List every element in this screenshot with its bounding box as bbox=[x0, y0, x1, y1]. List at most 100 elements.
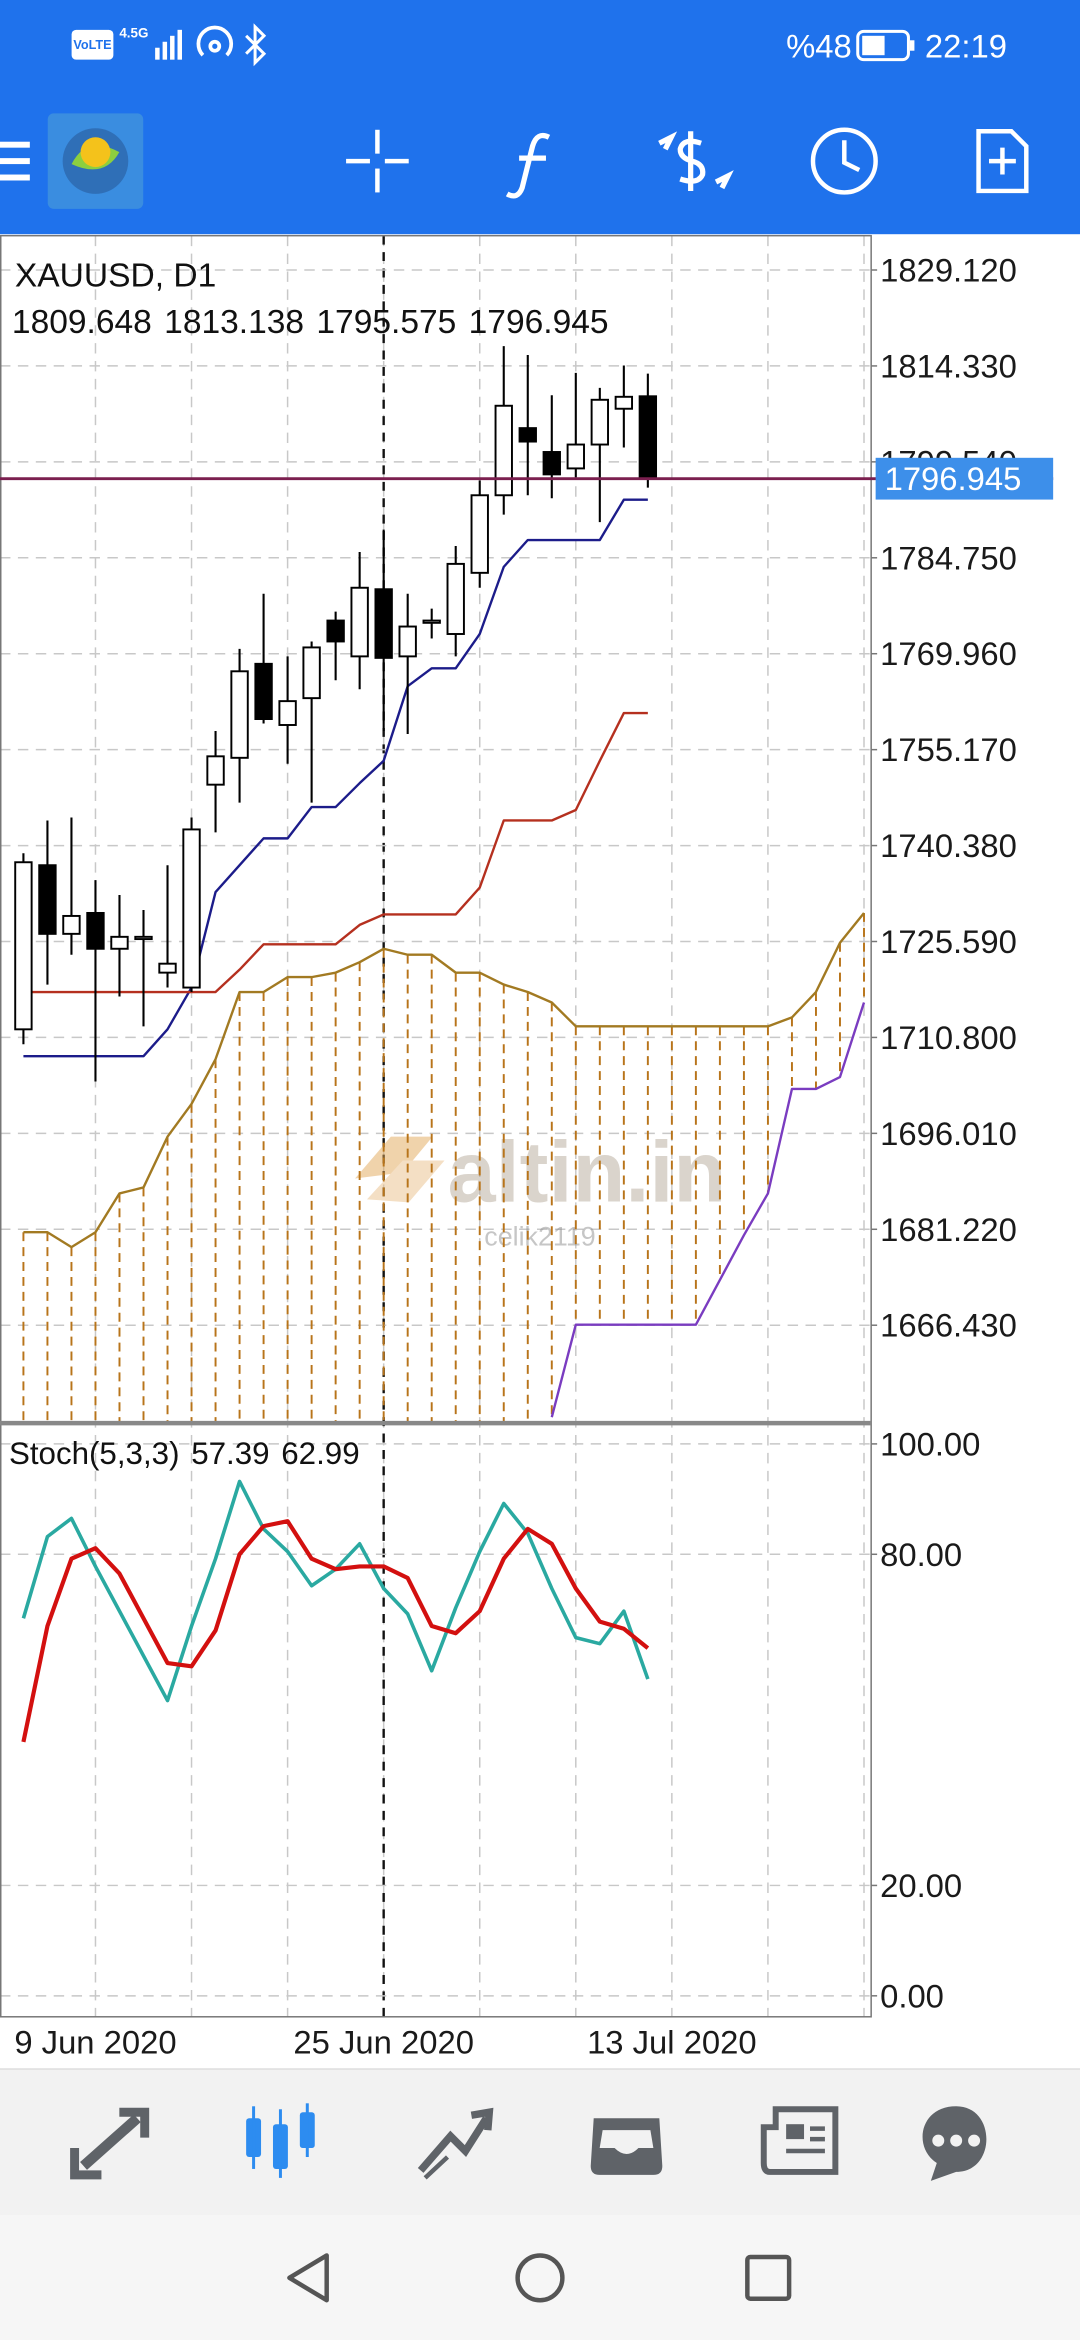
news-tab[interactable] bbox=[760, 2106, 839, 2175]
candle-body bbox=[398, 625, 417, 658]
last-close: 1796.945 bbox=[469, 304, 609, 341]
y-tick-label: 1740.380 bbox=[880, 827, 1017, 864]
last-open: 1809.648 bbox=[12, 304, 152, 341]
menu-button[interactable] bbox=[0, 141, 30, 181]
price-panel bbox=[14, 346, 866, 1422]
home-button[interactable] bbox=[515, 2253, 565, 2303]
network-type: VoLTE bbox=[73, 38, 111, 52]
y-tick-label: 20.00 bbox=[880, 1867, 962, 1904]
indicator-line bbox=[23, 498, 648, 1058]
x-tick-label: 13 Jul 2020 bbox=[587, 2024, 757, 2061]
back-button[interactable] bbox=[287, 2253, 329, 2303]
last-high: 1813.138 bbox=[164, 304, 304, 341]
watermark: altin.in celik2119 bbox=[355, 1124, 727, 1252]
battery-fill bbox=[862, 35, 885, 56]
battery-level: %48 bbox=[786, 28, 852, 65]
last-price-label: 1796.945 bbox=[885, 460, 1022, 497]
crosshair-button[interactable] bbox=[346, 129, 409, 193]
system-nav bbox=[0, 2215, 1080, 2340]
candle-body bbox=[302, 646, 321, 700]
app-bar bbox=[0, 0, 1080, 235]
candle-body bbox=[158, 962, 177, 974]
period-button[interactable] bbox=[810, 127, 878, 195]
volte-badge bbox=[71, 29, 114, 60]
y-tick-label: 1725.590 bbox=[880, 923, 1017, 960]
candle-body bbox=[14, 861, 33, 1031]
candle-body bbox=[470, 494, 489, 574]
signal-type: 4.5G bbox=[119, 25, 148, 40]
candle-body bbox=[110, 935, 129, 950]
candle-body bbox=[326, 619, 345, 643]
candle-body bbox=[62, 914, 81, 935]
trade-tab[interactable] bbox=[417, 2107, 494, 2180]
hotspot-icon bbox=[196, 25, 234, 57]
y-tick-label: 1710.800 bbox=[880, 1019, 1017, 1056]
x-tick-label: 25 Jun 2020 bbox=[293, 2024, 474, 2061]
trade-button[interactable] bbox=[658, 131, 734, 191]
x-tick-label: 9 Jun 2020 bbox=[14, 2024, 176, 2061]
grid bbox=[0, 235, 872, 2017]
y-tick-label: 1769.960 bbox=[880, 635, 1017, 672]
ohlc-readout: 1809.648 1813.138 1795.575 1796.945 bbox=[12, 304, 609, 341]
cloud-span-b bbox=[550, 1002, 866, 1418]
candle-body bbox=[206, 755, 225, 786]
stoch-title: Stoch(5,3,3) bbox=[9, 1435, 180, 1470]
candle-body bbox=[494, 404, 513, 497]
indicators-button[interactable] bbox=[505, 132, 551, 199]
candle-body bbox=[374, 588, 393, 659]
battery-icon bbox=[856, 29, 910, 62]
y-tick-label: 100.00 bbox=[880, 1425, 980, 1462]
y-tick-label: 1755.170 bbox=[880, 731, 1017, 768]
y-tick-label: 1681.220 bbox=[880, 1211, 1017, 1248]
signal-bars bbox=[155, 29, 182, 60]
candle-body bbox=[350, 586, 369, 658]
candle-body bbox=[278, 700, 297, 726]
candle-body bbox=[542, 451, 561, 476]
stoch-panel bbox=[21, 1479, 650, 1743]
battery-tip bbox=[909, 40, 915, 51]
candle-body bbox=[638, 395, 658, 480]
axes: 9 Jun 2020 25 Jun 2020 13 Jul 2020 1829.120… bbox=[0, 252, 1054, 2061]
candle-body bbox=[518, 427, 537, 443]
watermark-user: celik2119 bbox=[484, 1222, 595, 1252]
new-order-button[interactable] bbox=[976, 129, 1029, 194]
candle-body bbox=[566, 443, 585, 470]
candle-body bbox=[614, 395, 634, 410]
symbol-title: XAUUSD, D1 bbox=[15, 257, 216, 294]
candle-body bbox=[422, 619, 441, 624]
bottom-nav bbox=[0, 2069, 1080, 2216]
indicator-line bbox=[23, 711, 648, 994]
last-price-box bbox=[875, 457, 1054, 500]
candle-body bbox=[254, 662, 273, 721]
y-tick-label: 1814.330 bbox=[880, 347, 1017, 384]
candle-body bbox=[446, 562, 465, 635]
candle-body bbox=[134, 935, 153, 941]
recents-button[interactable] bbox=[745, 2254, 792, 2301]
cloud-span-a bbox=[23, 912, 865, 1249]
clock-time: 22:19 bbox=[925, 28, 1007, 65]
bluetooth-icon bbox=[245, 23, 267, 67]
y-tick-label: 1696.010 bbox=[880, 1115, 1017, 1152]
app-logo bbox=[47, 113, 144, 209]
stoch-main-last: 57.39 bbox=[191, 1435, 269, 1470]
stoch-readout: Stoch(5,3,3) 57.39 62.99 bbox=[9, 1435, 360, 1470]
y-tick-label: 1829.120 bbox=[880, 252, 1017, 289]
y-tick-label: 1784.750 bbox=[880, 539, 1017, 576]
stoch-line bbox=[21, 1479, 650, 1703]
chart-tab[interactable] bbox=[246, 2103, 315, 2178]
last-low: 1795.575 bbox=[316, 304, 456, 341]
candle-body bbox=[86, 911, 105, 950]
quotes-tab[interactable] bbox=[70, 2107, 150, 2180]
chart-frame bbox=[0, 234, 872, 2018]
watermark-brand: altin.in bbox=[448, 1124, 727, 1220]
chat-tab[interactable] bbox=[922, 2106, 987, 2181]
candle-body bbox=[182, 828, 201, 989]
candle-body bbox=[590, 398, 609, 446]
stoch-line bbox=[21, 1519, 650, 1743]
candle-body bbox=[230, 670, 249, 759]
candle-body bbox=[38, 864, 57, 935]
y-tick-label: 80.00 bbox=[880, 1536, 962, 1573]
history-tab[interactable] bbox=[590, 2118, 663, 2175]
